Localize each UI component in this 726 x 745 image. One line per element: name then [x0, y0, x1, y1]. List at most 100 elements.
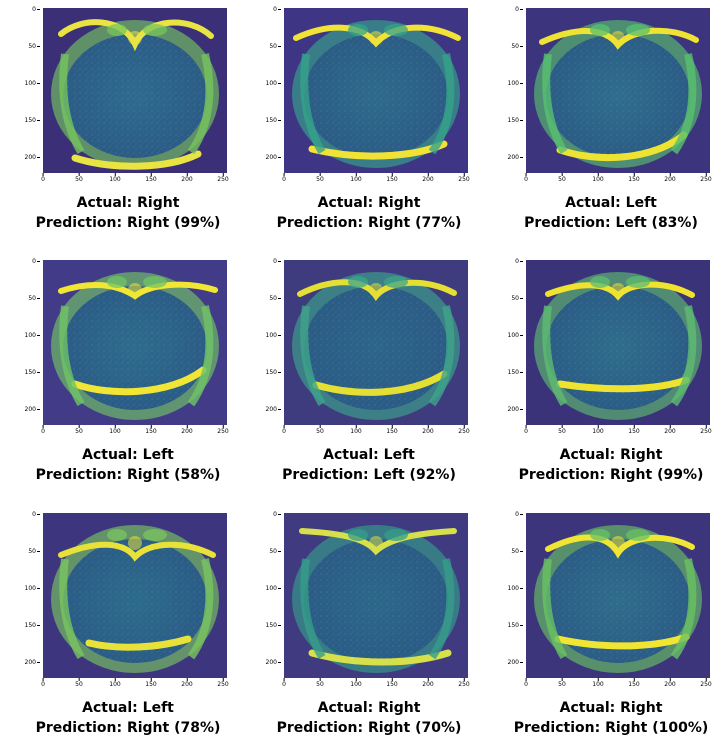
mri-scan-image	[43, 513, 227, 678]
actual-label: Actual: Left	[82, 447, 174, 463]
right-side-rim	[187, 558, 214, 660]
prediction-label: Prediction: Right (99%)	[35, 215, 221, 231]
prediction-label: Prediction: Right (77%)	[276, 215, 462, 231]
y-axis: 0 50 100 150 200	[25, 259, 43, 425]
right-side-rim	[670, 305, 697, 407]
x-tick-label: 50	[558, 681, 566, 688]
y-axis: 0 50 100 150 200	[25, 7, 43, 173]
y-tick-label: 200	[259, 155, 281, 161]
upper-left-patch	[590, 529, 610, 541]
scan-frame	[43, 8, 227, 173]
result-panel: 0 50 100 150 200 0 50 100 150 200 250 Actual: Left P…	[18, 505, 238, 745]
right-side-rim	[187, 305, 214, 407]
lower-bone-edge	[556, 376, 690, 393]
actual-label: Actual: Left	[565, 195, 657, 211]
x-axis: 0 50 100 150 200 250	[41, 425, 229, 435]
x-tick-label: 50	[75, 176, 83, 183]
upper-left-patch	[348, 276, 368, 288]
y-tick-label: 200	[18, 407, 40, 413]
panel-caption: Actual: Right Prediction: Right (70%)	[259, 698, 479, 738]
panel-caption: Actual: Right Prediction: Right (100%)	[501, 698, 721, 738]
upper-bone-edge	[58, 541, 216, 562]
left-side-rim	[542, 305, 568, 407]
upper-left-patch	[107, 24, 127, 36]
y-tick-label: 50	[259, 296, 281, 302]
scan-plot: 0 50 100 150 200 0 50 100 150 200 250	[25, 252, 236, 442]
upper-right-patch	[626, 529, 650, 541]
mri-scan-image	[526, 8, 710, 173]
central-feature	[611, 31, 625, 45]
upper-right-patch	[626, 276, 650, 288]
y-tick-label: 50	[259, 44, 281, 50]
x-tick-label: 250	[458, 681, 470, 688]
left-side-rim	[59, 305, 85, 407]
x-tick-label: 150	[145, 428, 157, 435]
actual-label: Actual: Left	[323, 447, 415, 463]
texture-noise	[63, 34, 207, 158]
right-side-rim	[670, 53, 697, 155]
upper-bone-edge	[545, 534, 695, 559]
upper-right-patch	[384, 276, 408, 288]
scan-plot: 0 50 100 150 200 0 50 100 150 200 250	[266, 252, 477, 442]
x-axis: 0 50 100 150 200 250	[41, 173, 229, 183]
mri-scan-image	[526, 260, 710, 425]
x-axis: 0 50 100 150 200 250	[524, 678, 712, 688]
central-feature	[128, 536, 142, 550]
scan-frame	[526, 8, 710, 173]
texture-noise	[304, 286, 448, 410]
right-side-rim	[428, 305, 455, 407]
prediction-label: Prediction: Right (100%)	[513, 720, 709, 736]
central-feature	[128, 283, 142, 297]
y-tick-label: 100	[259, 333, 281, 339]
scan-frame	[284, 260, 468, 425]
x-axis: 0 50 100 150 200 250	[524, 173, 712, 183]
x-tick-label: 150	[145, 176, 157, 183]
panel-caption: Actual: Left Prediction: Left (83%)	[501, 193, 721, 233]
x-tick-label: 50	[316, 428, 324, 435]
scan-frame	[526, 260, 710, 425]
panel-caption: Actual: Left Prediction: Right (58%)	[18, 445, 238, 485]
lower-bone-edge	[554, 633, 690, 650]
x-tick-label: 0	[41, 428, 45, 435]
texture-noise	[546, 286, 690, 410]
x-tick-label: 250	[700, 428, 712, 435]
x-tick-label: 50	[558, 428, 566, 435]
y-tick-label: 0	[259, 259, 281, 265]
upper-right-patch	[626, 24, 650, 36]
y-tick-label: 100	[501, 333, 523, 339]
panel-caption: Actual: Right Prediction: Right (77%)	[259, 193, 479, 233]
upper-left-patch	[590, 24, 610, 36]
x-tick-label: 200	[181, 176, 193, 183]
lower-bone-edge	[85, 635, 192, 651]
x-tick-label: 150	[386, 176, 398, 183]
upper-left-patch	[348, 529, 368, 541]
actual-label: Actual: Right	[76, 195, 180, 211]
y-axis: 0 50 100 150 200	[508, 7, 526, 173]
x-axis: 0 50 100 150 200 250	[524, 425, 712, 435]
x-axis: 0 50 100 150 200 250	[41, 678, 229, 688]
y-axis: 0 50 100 150 200	[266, 7, 284, 173]
mri-scan-image	[284, 8, 468, 173]
x-tick-label: 50	[75, 681, 83, 688]
x-tick-label: 200	[664, 428, 676, 435]
x-tick-label: 250	[217, 176, 229, 183]
upper-left-patch	[107, 276, 127, 288]
y-tick-label: 200	[259, 660, 281, 666]
scan-frame	[284, 513, 468, 678]
y-tick-label: 200	[18, 155, 40, 161]
y-tick-label: 150	[501, 623, 523, 629]
texture-noise	[546, 34, 690, 158]
upper-right-patch	[143, 276, 167, 288]
lower-bone-edge	[556, 131, 688, 161]
panel-caption: Actual: Right Prediction: Right (99%)	[18, 193, 238, 233]
prediction-label: Prediction: Right (70%)	[276, 720, 462, 736]
x-tick-label: 100	[592, 681, 604, 688]
y-tick-label: 200	[501, 155, 523, 161]
left-side-rim	[59, 53, 85, 155]
y-axis: 0 50 100 150 200	[25, 512, 43, 678]
right-side-rim	[428, 53, 455, 155]
y-tick-label: 50	[259, 549, 281, 555]
y-tick-label: 0	[18, 7, 40, 13]
scan-plot: 0 50 100 150 200 0 50 100 150 200 250	[25, 0, 236, 190]
